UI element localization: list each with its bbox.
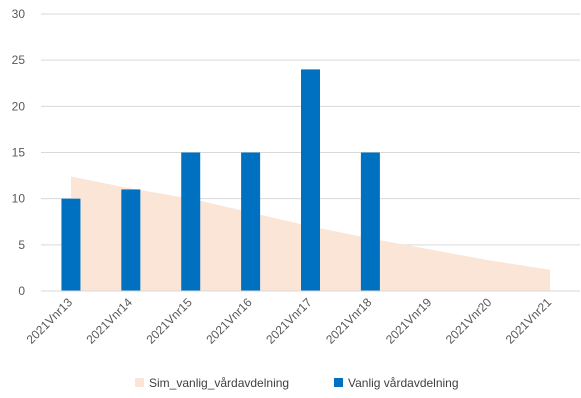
x-tick-label: 2021Vnr13 (24, 295, 76, 347)
legend-swatch-vanlig (334, 378, 343, 387)
x-tick-label: 2021Vnr18 (323, 295, 375, 347)
bar-2021Vnr14 (121, 189, 141, 291)
bar-2021Vnr17 (301, 69, 320, 292)
y-tick-label: 30 (12, 7, 26, 21)
bar-series (61, 69, 380, 292)
y-tick-label: 0 (18, 284, 25, 298)
y-tick-label: 20 (12, 99, 26, 113)
x-tick-label: 2021Vnr16 (203, 295, 255, 347)
x-tick-label: 2021Vnr14 (84, 295, 136, 347)
legend-label-vanlig: Vanlig vårdavdelning (348, 376, 459, 390)
legend: Sim_vanlig_vårdavdelning Vanlig vårdavde… (135, 376, 459, 390)
y-tick-label: 15 (12, 146, 26, 160)
x-tick-label: 2021Vnr17 (263, 295, 315, 347)
bar-2021Vnr13 (61, 198, 81, 291)
x-tick-label: 2021Vnr20 (443, 295, 495, 347)
y-tick-label: 25 (12, 53, 26, 67)
y-tick-label: 10 (12, 192, 26, 206)
y-tick-label: 5 (18, 238, 25, 252)
legend-swatch-sim (135, 378, 144, 387)
bar-2021Vnr15 (181, 152, 201, 291)
bar-2021Vnr18 (360, 152, 380, 291)
x-tick-label: 2021Vnr15 (143, 295, 195, 347)
x-tick-label: 2021Vnr19 (383, 295, 435, 347)
x-tick-label: 2021Vnr21 (503, 295, 555, 347)
bar-2021Vnr16 (241, 152, 261, 291)
legend-label-sim: Sim_vanlig_vårdavdelning (149, 376, 289, 390)
